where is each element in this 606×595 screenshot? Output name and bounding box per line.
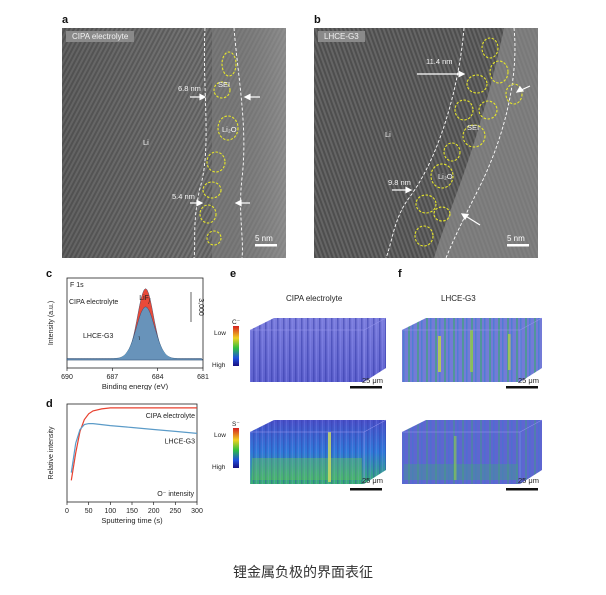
- panel-a-scalebar-label: 5 nm: [255, 234, 273, 243]
- panel-c-xtick-label: 690: [61, 374, 73, 381]
- panel-a-letter: a: [62, 14, 69, 26]
- panel-c-xtick-label: 684: [152, 374, 164, 381]
- panel-c-series-2: [66, 306, 204, 361]
- map-f-row1-scale: 25 μm: [518, 376, 539, 385]
- panel-d-legend-lhce: LHCE-G3: [165, 438, 195, 445]
- colorbar-row1: [233, 326, 239, 366]
- panel-a-sei-label: SEI: [218, 80, 231, 89]
- map-e-row2-scale: 25 μm: [362, 476, 383, 485]
- panel-b-li-label: Li: [385, 130, 391, 139]
- panel-d-xtick-label: 300: [191, 508, 203, 515]
- map-f-s-ion: [402, 419, 543, 491]
- panel-b-thickness-top: 11.4 nm: [426, 57, 453, 66]
- panel-d-ylabel: Relative intensity: [48, 426, 55, 479]
- panel-a-li2o-label: Li₂O: [222, 125, 237, 134]
- panel-d-xtick-label: 250: [169, 508, 181, 515]
- panel-a-li-label: Li: [143, 138, 149, 147]
- panel-c-annot-lhce: LHCE-G3: [83, 333, 113, 340]
- panel-e-title: CIPA electrolyte: [286, 294, 343, 303]
- panel-f-letter: f: [398, 268, 402, 280]
- row1-high-label: High: [212, 362, 226, 369]
- panel-d-xtick-label: 0: [65, 508, 69, 515]
- panel-b-thickness-bottom: 9.8 nm: [388, 178, 411, 187]
- colorbar-row2: [233, 428, 239, 468]
- panel-b-tag: LHCE-G3: [318, 31, 365, 42]
- row1-ion-label: C⁻: [232, 319, 241, 326]
- panel-a-tem-image: CIPA electrolyte 6.8 nm 5.4 nm SEI Li₂O …: [62, 28, 286, 258]
- panel-c-title: F 1s: [70, 282, 84, 289]
- figure-caption: 锂金属负极的界面表征: [233, 565, 373, 581]
- panel-d-xtick-label: 200: [148, 508, 160, 515]
- panel-c-xlabel: Binding energy (eV): [102, 382, 169, 390]
- map-e-c-ion: [250, 317, 387, 389]
- panel-b-tem-svg: [314, 28, 538, 258]
- map-f-row2-scale: 25 μm: [518, 476, 539, 485]
- panel-c-letter: c: [46, 268, 53, 280]
- panel-c-frame: [66, 277, 204, 369]
- panel-b-scalebar-label: 5 nm: [507, 234, 525, 243]
- map-e-s-ion: [250, 419, 387, 491]
- panel-d-series-1: [70, 407, 197, 481]
- panel-d-xtick-label: 50: [85, 508, 93, 515]
- panel-c-xtick-label: 687: [106, 374, 118, 381]
- panel-d-chart: CIPA electrolyte LHCE-G3 O⁻ intensity 0 50 10…: [48, 403, 203, 525]
- row1-low-label: Low: [214, 330, 226, 337]
- panel-a-thickness-bottom: 5.4 nm: [172, 192, 195, 201]
- panel-c-leader-2: [138, 335, 140, 341]
- row2-ion-label: S⁻: [232, 421, 240, 428]
- panel-a-tem-svg: [62, 28, 286, 258]
- panel-d-series-2: [70, 423, 198, 473]
- panel-f-title: LHCE-G3: [441, 294, 476, 303]
- panel-c-annot-lif: LiF: [139, 295, 149, 302]
- panel-c-leader-1: [148, 297, 151, 305]
- panel-d-legend-text: O⁻ intensity: [157, 491, 194, 498]
- panel-c-ylabel: Intensity (a.u.): [48, 301, 55, 345]
- panel-b-li2o-label: Li₂O: [438, 172, 453, 181]
- panel-c-annot-cipa: CIPA electrolyte: [69, 299, 118, 306]
- panel-b-letter: b: [314, 14, 321, 26]
- row2-high-label: High: [212, 464, 226, 471]
- map-e-row1-scale: 25 μm: [362, 376, 383, 385]
- panel-d-xtick-label: 150: [126, 508, 138, 515]
- panel-d-xtick-label: 100: [104, 508, 116, 515]
- panel-c-xtick-label: 681: [197, 374, 209, 381]
- panel-d-xlabel: Sputtering time (s): [101, 516, 163, 525]
- row2-low-label: Low: [214, 432, 226, 439]
- panel-a-tag: CIPA electrolyte: [66, 31, 135, 42]
- panel-d-letter: d: [46, 398, 53, 410]
- panel-c-chart: 690 687 684 681 Binding energy (eV) Intensity…: [48, 277, 209, 390]
- panel-d-legend-cipa: CIPA electrolyte: [146, 413, 195, 420]
- panel-c-scale-label: 3,000: [197, 298, 204, 316]
- panel-b-sei-label: SEI: [467, 123, 480, 132]
- map-f-c-ion: [402, 317, 543, 389]
- panel-e-letter: e: [230, 268, 237, 280]
- panel-a-thickness-top: 6.8 nm: [178, 84, 201, 93]
- panel-b-tem-image: LHCE-G3 11.4 nm 9.8 nm SEI Li₂O Li 5 nm: [314, 28, 538, 258]
